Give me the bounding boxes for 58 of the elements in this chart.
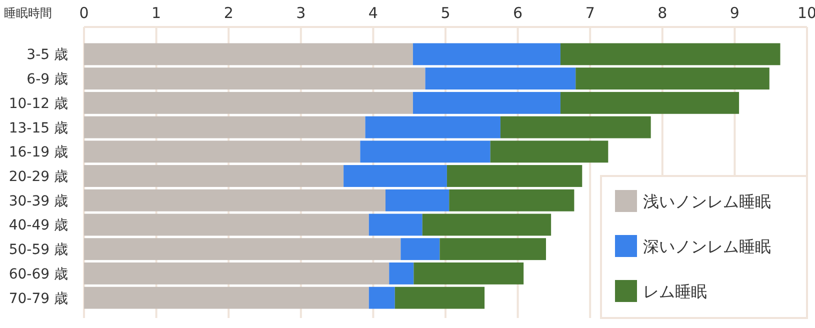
y-tick-label: 13-15 歳 <box>8 120 68 136</box>
bar <box>368 214 422 236</box>
bar <box>84 92 413 114</box>
bar <box>490 140 608 163</box>
x-tick-label: 6 <box>513 4 523 22</box>
bar <box>360 140 490 163</box>
bar <box>414 262 524 284</box>
y-tick-label: 40-49 歳 <box>8 218 68 234</box>
bar <box>425 68 576 90</box>
bar <box>84 214 369 236</box>
x-tick-label: 7 <box>585 4 595 22</box>
bar <box>84 262 390 284</box>
bar <box>84 165 344 187</box>
x-tick-label: 9 <box>730 4 740 22</box>
x-tick-label: 3 <box>296 4 306 22</box>
x-tick-label: 5 <box>440 4 450 22</box>
bar <box>500 116 651 138</box>
bar <box>84 116 366 138</box>
bar <box>389 262 414 284</box>
bar <box>449 189 574 212</box>
bar <box>394 286 485 309</box>
y-tick-label: 60-69 歳 <box>8 266 68 282</box>
bar <box>412 43 560 66</box>
bar <box>365 116 500 138</box>
bar <box>84 238 401 260</box>
x-axis-title: 睡眠時間 <box>4 6 52 20</box>
bar <box>422 214 552 236</box>
legend-label: レム睡眠 <box>643 282 707 301</box>
x-tick-label: 0 <box>79 4 89 22</box>
bar <box>84 140 360 163</box>
bar <box>440 238 546 260</box>
bar <box>84 189 386 212</box>
legend-label: 深いノンレム睡眠 <box>643 237 771 256</box>
y-tick-label: 3-5 歳 <box>26 47 68 64</box>
bar <box>446 165 582 187</box>
bar <box>84 68 426 90</box>
bar <box>400 238 440 260</box>
bar <box>368 286 395 309</box>
legend-label: 浅いノンレム睡眠 <box>643 192 771 211</box>
bar <box>344 165 447 187</box>
bar <box>385 189 450 212</box>
x-tick-label: 1 <box>152 4 162 22</box>
y-tick-label: 10-12 歳 <box>8 96 68 112</box>
y-tick-label: 30-39 歳 <box>8 193 68 210</box>
x-tick-label: 8 <box>658 4 668 22</box>
x-tick-label: 2 <box>224 4 234 22</box>
y-tick-label: 6-9 歳 <box>26 72 68 88</box>
y-tick-label: 70-79 歳 <box>8 290 68 307</box>
bar <box>560 43 780 66</box>
bar <box>84 43 413 66</box>
bar <box>412 92 560 114</box>
x-tick-label: 4 <box>368 4 378 22</box>
bar <box>560 92 740 114</box>
y-tick-label: 20-29 歳 <box>8 169 68 185</box>
bar <box>576 68 770 90</box>
y-tick-label: 16-19 歳 <box>8 144 68 161</box>
bar <box>84 286 369 309</box>
y-tick-label: 50-59 歳 <box>8 242 68 258</box>
